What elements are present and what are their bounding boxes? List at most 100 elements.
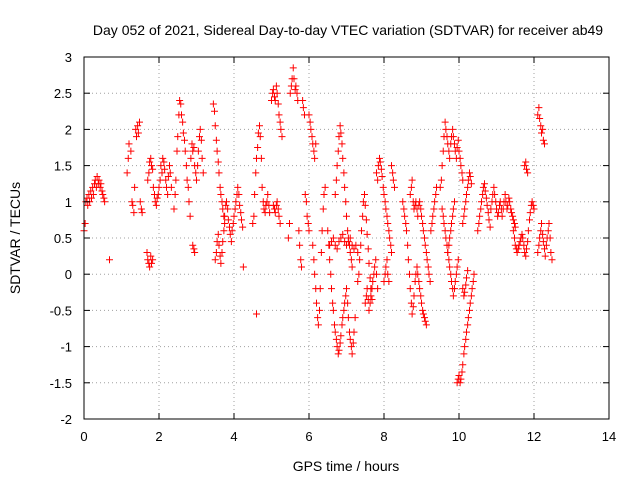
data-point bbox=[273, 198, 281, 206]
data-point bbox=[213, 147, 221, 155]
data-point bbox=[151, 198, 159, 206]
x-axis-label: GPS time / hours bbox=[293, 458, 400, 474]
data-point bbox=[386, 234, 394, 242]
data-point bbox=[463, 274, 470, 282]
data-point bbox=[215, 169, 223, 177]
data-point bbox=[428, 220, 436, 228]
data-point bbox=[305, 227, 313, 235]
data-point bbox=[154, 191, 162, 199]
data-point bbox=[416, 198, 424, 206]
data-point bbox=[301, 191, 309, 199]
y-tick-label: 2.5 bbox=[54, 86, 72, 101]
data-point bbox=[534, 111, 542, 119]
data-point bbox=[457, 375, 465, 383]
data-point bbox=[147, 252, 155, 260]
data-point bbox=[528, 198, 536, 206]
data-point bbox=[271, 93, 278, 101]
data-point bbox=[304, 220, 312, 228]
data-point bbox=[511, 223, 519, 231]
data-point bbox=[444, 248, 452, 256]
data-point bbox=[253, 310, 260, 318]
data-point bbox=[477, 205, 485, 213]
data-point bbox=[521, 248, 529, 256]
data-point bbox=[541, 245, 548, 253]
data-point bbox=[128, 198, 136, 206]
data-point bbox=[219, 238, 227, 246]
data-point bbox=[541, 252, 549, 260]
data-point bbox=[81, 220, 89, 228]
data-point bbox=[371, 263, 379, 271]
data-point bbox=[544, 227, 552, 235]
x-tick-label: 10 bbox=[452, 429, 466, 444]
data-point bbox=[389, 176, 397, 184]
data-point bbox=[404, 256, 412, 264]
data-point bbox=[129, 201, 137, 209]
data-point bbox=[439, 212, 447, 220]
data-point bbox=[432, 191, 440, 199]
data-point bbox=[351, 314, 359, 322]
data-point bbox=[421, 234, 428, 242]
data-point bbox=[329, 306, 337, 314]
data-point bbox=[464, 183, 472, 191]
data-point bbox=[328, 285, 335, 293]
data-point bbox=[260, 205, 268, 213]
data-point bbox=[336, 339, 344, 347]
data-point bbox=[215, 241, 223, 249]
data-point bbox=[422, 248, 430, 256]
data-point bbox=[456, 154, 464, 162]
data-point bbox=[407, 299, 415, 307]
data-point bbox=[524, 169, 532, 177]
data-point bbox=[339, 154, 347, 162]
data-point bbox=[457, 162, 465, 170]
data-point bbox=[299, 104, 307, 112]
data-point bbox=[148, 259, 155, 267]
y-tick-label: 1.5 bbox=[54, 159, 72, 174]
data-point bbox=[382, 263, 390, 271]
data-point bbox=[313, 299, 320, 307]
data-point bbox=[462, 335, 470, 343]
x-tick-labels: 0 2 4 6 8 10 12 14 bbox=[80, 429, 616, 444]
data-point bbox=[286, 220, 293, 228]
data-point bbox=[522, 158, 530, 166]
data-point bbox=[374, 162, 382, 170]
data-point bbox=[539, 238, 547, 246]
data-point bbox=[308, 133, 316, 141]
data-point bbox=[217, 191, 225, 199]
data-point bbox=[491, 191, 499, 199]
x-tick-label: 4 bbox=[230, 429, 237, 444]
y-tick-labels: -2 -1.5 -1 -0.5 0 0.5 1 1.5 2 2.5 3 bbox=[50, 50, 72, 427]
data-point bbox=[338, 321, 346, 329]
data-point bbox=[417, 292, 425, 300]
data-point bbox=[374, 176, 382, 184]
data-point bbox=[445, 147, 453, 155]
data-point bbox=[209, 100, 217, 108]
data-point bbox=[321, 183, 329, 191]
data-point bbox=[227, 238, 235, 246]
data-point bbox=[101, 198, 109, 206]
data-point bbox=[406, 285, 414, 293]
data-point bbox=[509, 227, 517, 235]
data-point bbox=[478, 198, 485, 206]
data-point bbox=[312, 140, 320, 148]
data-point bbox=[276, 220, 284, 228]
y-tick-label: -2 bbox=[60, 412, 72, 427]
data-point bbox=[349, 339, 357, 347]
data-point bbox=[291, 86, 299, 94]
data-point bbox=[343, 212, 350, 220]
x-tick-label: 8 bbox=[380, 429, 387, 444]
data-point bbox=[504, 201, 512, 209]
data-point bbox=[319, 205, 327, 213]
data-point bbox=[520, 241, 528, 249]
data-point bbox=[181, 147, 189, 155]
y-tick-label: 0 bbox=[65, 267, 72, 282]
y-tick-label: 1 bbox=[65, 195, 72, 210]
data-point bbox=[475, 220, 483, 228]
data-point bbox=[459, 361, 467, 369]
data-point bbox=[316, 285, 324, 293]
data-point bbox=[284, 234, 292, 242]
data-point bbox=[365, 306, 373, 314]
data-point bbox=[456, 379, 464, 387]
data-point bbox=[476, 212, 484, 220]
data-point bbox=[511, 234, 518, 242]
data-point bbox=[194, 147, 202, 155]
